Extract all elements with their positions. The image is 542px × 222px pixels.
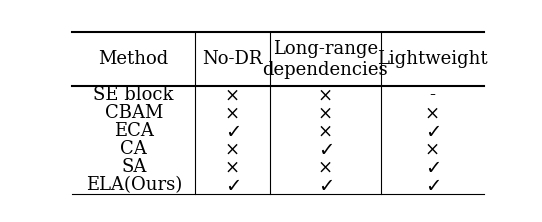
Text: $\checkmark$: $\checkmark$ xyxy=(424,158,440,176)
Text: ×: × xyxy=(225,86,240,104)
Text: Method: Method xyxy=(99,50,169,68)
Text: Long-range
dependencies: Long-range dependencies xyxy=(262,40,388,79)
Text: ECA: ECA xyxy=(114,122,153,140)
Text: ×: × xyxy=(225,158,240,176)
Text: SE block: SE block xyxy=(93,86,174,104)
Text: $\checkmark$: $\checkmark$ xyxy=(318,176,333,194)
Text: ×: × xyxy=(318,158,333,176)
Text: ×: × xyxy=(318,104,333,122)
Text: ×: × xyxy=(318,86,333,104)
Text: $\checkmark$: $\checkmark$ xyxy=(225,122,240,140)
Text: ×: × xyxy=(225,104,240,122)
Text: SA: SA xyxy=(121,158,146,176)
Text: Lightweight: Lightweight xyxy=(377,50,487,68)
Text: $\checkmark$: $\checkmark$ xyxy=(225,176,240,194)
Text: ×: × xyxy=(318,122,333,140)
Text: $\checkmark$: $\checkmark$ xyxy=(318,140,333,158)
Text: ×: × xyxy=(424,140,440,158)
Text: $\checkmark$: $\checkmark$ xyxy=(424,122,440,140)
Text: ×: × xyxy=(225,140,240,158)
Text: ×: × xyxy=(424,104,440,122)
Text: CBAM: CBAM xyxy=(105,104,163,122)
Text: -: - xyxy=(429,86,435,104)
Text: ELA(Ours): ELA(Ours) xyxy=(86,176,182,194)
Text: CA: CA xyxy=(120,140,147,158)
Text: $\checkmark$: $\checkmark$ xyxy=(424,176,440,194)
Text: No-DR: No-DR xyxy=(202,50,263,68)
